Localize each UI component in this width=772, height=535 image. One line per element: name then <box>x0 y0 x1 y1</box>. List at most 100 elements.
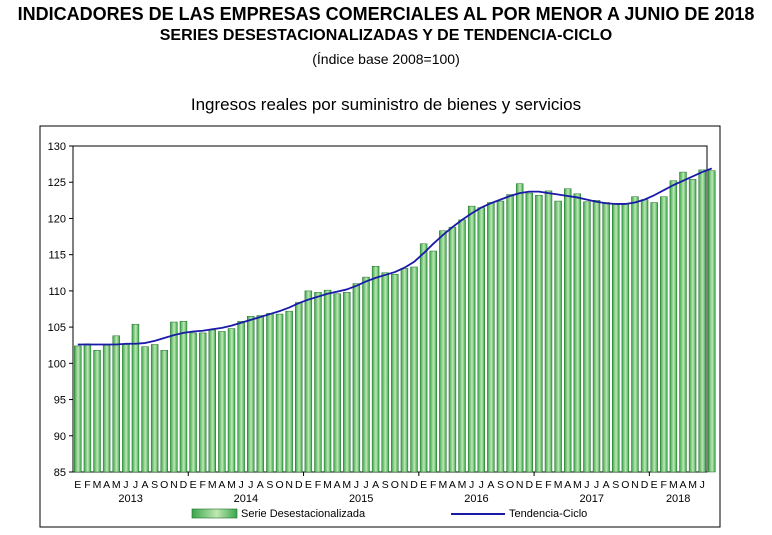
y-tick-label: 130 <box>48 141 66 153</box>
bar <box>708 170 716 473</box>
x-month-label: F <box>430 479 436 491</box>
x-month-label: N <box>170 479 178 491</box>
y-tick-label: 100 <box>48 358 66 370</box>
x-month-label: N <box>516 479 524 491</box>
x-month-label: M <box>112 479 121 491</box>
bar <box>304 290 313 473</box>
x-year-label: 2016 <box>464 493 488 505</box>
bar <box>266 313 274 473</box>
x-month-label: M <box>208 479 217 491</box>
x-month-label: M <box>342 479 351 491</box>
x-month-label: J <box>363 479 368 491</box>
bar <box>208 329 217 473</box>
bar <box>602 202 610 473</box>
bar <box>679 171 687 473</box>
x-month-label: F <box>199 479 205 491</box>
legend-bar-swatch <box>191 508 238 519</box>
x-month-label: E <box>305 479 312 491</box>
bar <box>170 321 178 473</box>
bar <box>74 345 82 473</box>
bar <box>487 202 495 473</box>
x-month-label: J <box>238 479 243 491</box>
x-month-label: A <box>449 479 456 491</box>
x-month-label: O <box>391 479 399 491</box>
bar <box>285 310 293 473</box>
bar <box>631 196 639 473</box>
x-month-label: F <box>84 479 90 491</box>
x-month-label: E <box>535 479 542 491</box>
y-tick-label: 95 <box>54 395 66 407</box>
bar <box>314 292 322 473</box>
x-month-label: M <box>669 479 678 491</box>
bar <box>333 293 341 473</box>
bar <box>343 292 351 473</box>
bar <box>544 190 553 473</box>
x-month-label: E <box>420 479 427 491</box>
bar <box>621 202 630 473</box>
bar <box>583 201 591 473</box>
legend: Serie Desestacionalizada Tendencia-Ciclo <box>191 508 587 520</box>
bar <box>141 346 149 473</box>
x-month-label: J <box>700 479 705 491</box>
x-month-label: O <box>275 479 283 491</box>
x-month-label: A <box>564 479 571 491</box>
bar <box>400 268 409 473</box>
y-tick-label: 110 <box>48 286 66 298</box>
bar <box>439 230 447 473</box>
bar <box>256 315 265 473</box>
x-month-label: A <box>487 479 494 491</box>
x-year-label: 2015 <box>349 493 373 505</box>
bar <box>612 203 620 473</box>
legend-bar-label: Serie Desestacionalizada <box>241 508 366 520</box>
bar <box>429 250 437 473</box>
x-month-label: F <box>545 479 551 491</box>
bar <box>525 192 534 473</box>
x-month-label: D <box>410 479 418 491</box>
bar <box>592 200 601 473</box>
x-month-label: D <box>525 479 533 491</box>
x-month-label: F <box>315 479 321 491</box>
x-month-label: M <box>458 479 467 491</box>
x-month-label: M <box>688 479 697 491</box>
y-tick-label: 120 <box>48 213 66 225</box>
x-month-label: S <box>382 479 389 491</box>
bar <box>247 315 255 473</box>
x-year-label: 2017 <box>579 493 603 505</box>
report-subtitle: SERIES DESESTACIONALIZADAS Y DE TENDENCI… <box>159 27 613 44</box>
bar <box>371 266 380 473</box>
bar <box>112 335 120 473</box>
x-month-label: N <box>285 479 293 491</box>
bar <box>640 199 649 473</box>
bar <box>131 323 140 473</box>
bar <box>179 321 188 473</box>
legend-line-label: Tendencia-Ciclo <box>509 508 587 520</box>
bar <box>102 344 111 473</box>
x-month-label: J <box>594 479 599 491</box>
bar <box>150 344 159 473</box>
x-month-label: E <box>74 479 81 491</box>
chart-title: Ingresos reales por suministro de bienes… <box>190 95 582 114</box>
x-month-label: N <box>401 479 409 491</box>
bar <box>669 180 678 473</box>
x-month-label: S <box>612 479 619 491</box>
x-month-label: S <box>497 479 504 491</box>
y-tick-label: 125 <box>48 177 66 189</box>
x-month-label: A <box>372 479 379 491</box>
bar <box>448 226 457 473</box>
x-month-label: A <box>218 479 225 491</box>
x-month-label: M <box>93 479 102 491</box>
x-month-label: J <box>123 479 128 491</box>
y-tick-label: 105 <box>48 322 66 334</box>
x-month-label: M <box>323 479 332 491</box>
x-month-label: A <box>334 479 341 491</box>
bar <box>381 272 389 473</box>
x-month-label: O <box>506 479 514 491</box>
x-month-label: D <box>180 479 188 491</box>
x-month-label: M <box>573 479 582 491</box>
bar <box>83 343 92 473</box>
x-month-label: J <box>479 479 484 491</box>
y-tick-label: 90 <box>54 431 66 443</box>
bar <box>467 205 476 473</box>
bar <box>323 289 332 473</box>
